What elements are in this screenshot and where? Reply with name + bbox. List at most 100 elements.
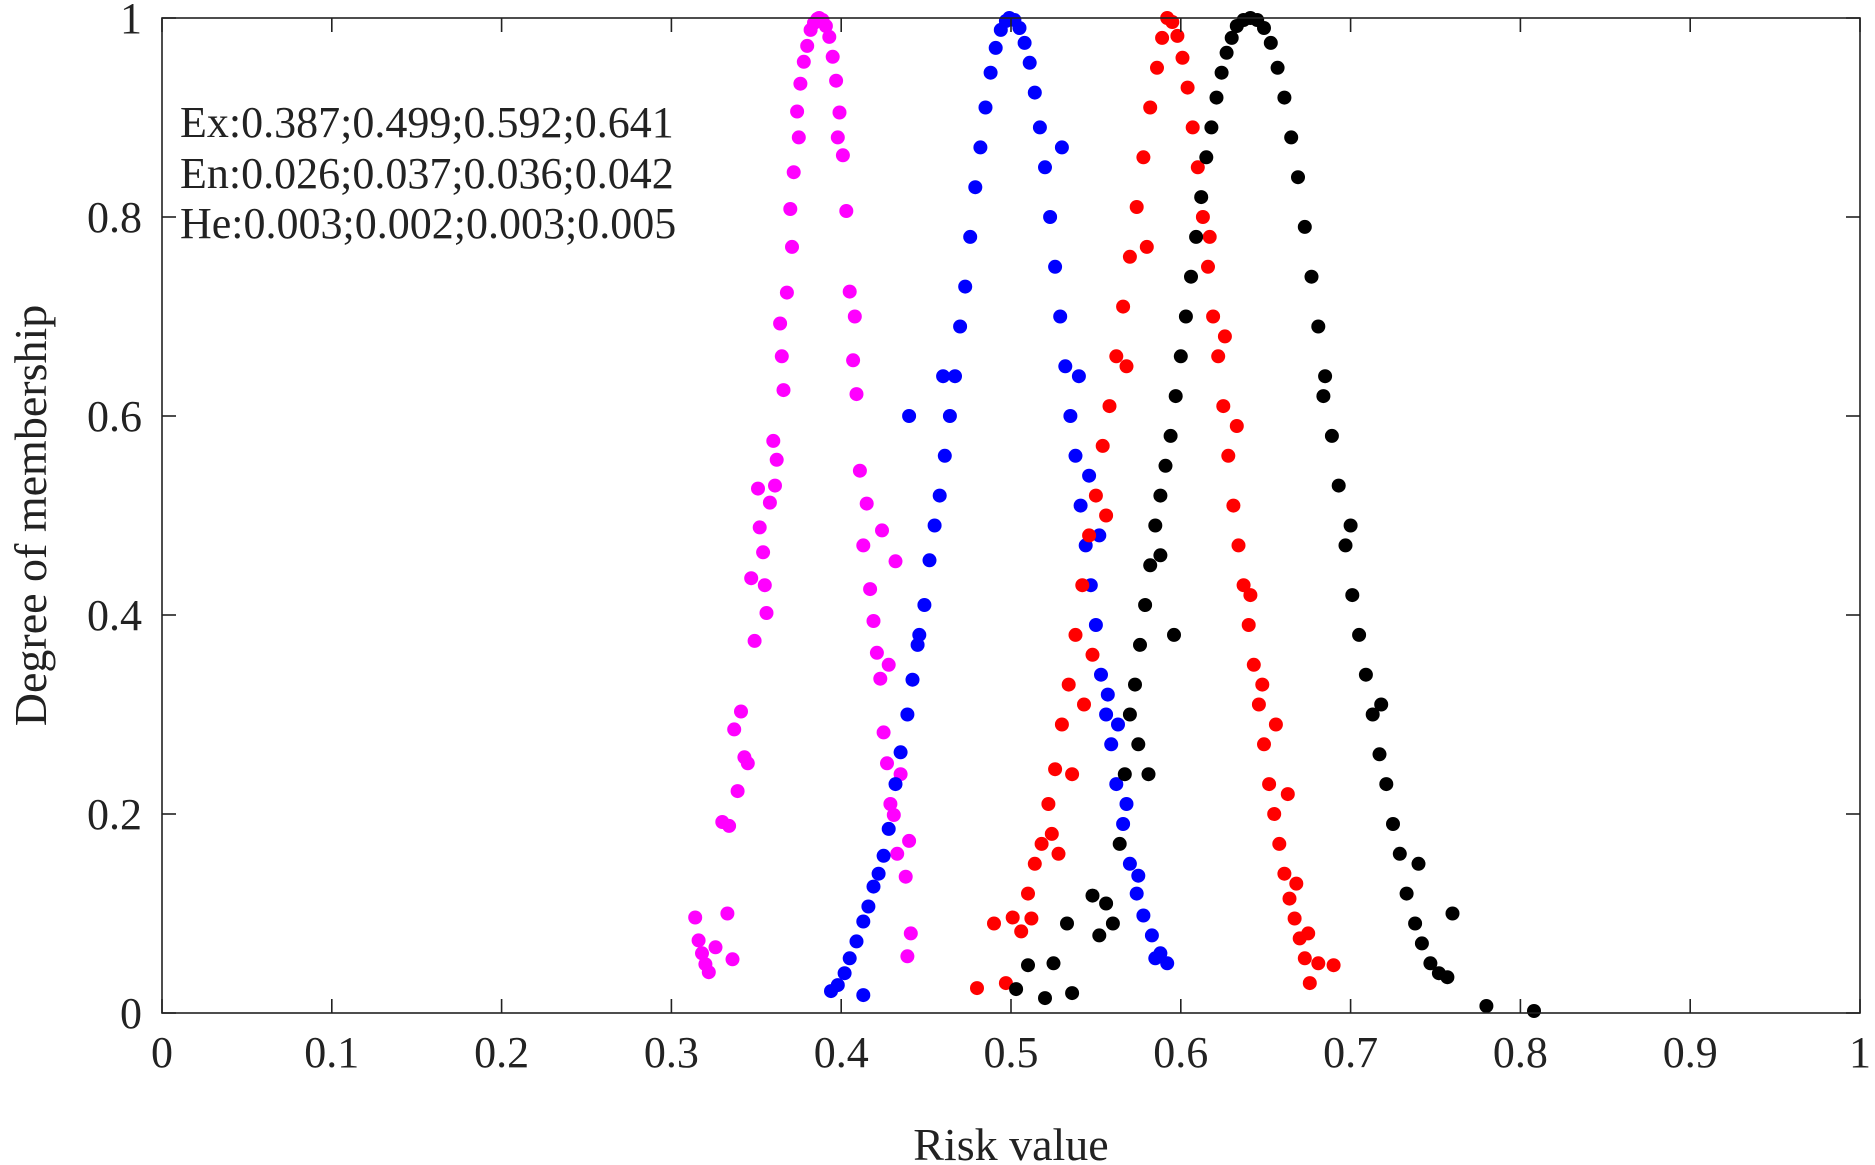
scatter-point: [1331, 478, 1346, 493]
scatter-point: [1061, 677, 1076, 692]
scatter-point: [1301, 926, 1316, 941]
scatter-point: [1129, 886, 1144, 901]
scatter-point: [842, 951, 857, 966]
scatter-point: [1257, 21, 1271, 35]
scatter-point: [1352, 627, 1367, 642]
scatter-point: [1017, 35, 1032, 50]
scatter-point: [1104, 737, 1119, 752]
scatter-point: [1099, 707, 1114, 722]
scatter-point: [978, 100, 993, 115]
scatter-point: [1088, 488, 1103, 503]
scatter-point: [1136, 908, 1151, 923]
scatter-point: [1392, 846, 1407, 861]
scatter-point: [1209, 90, 1224, 105]
scatter-point: [1206, 309, 1221, 324]
scatter-point: [1311, 319, 1326, 334]
scatter-point: [1148, 518, 1163, 533]
scatter-point: [1024, 911, 1039, 926]
scatter-point: [876, 848, 891, 863]
scatter-point: [1131, 737, 1146, 752]
scatter-point: [1088, 618, 1103, 632]
x-tick-label: 0.5: [984, 1028, 1039, 1077]
scatter-point: [1094, 667, 1108, 682]
scatter-point: [983, 65, 998, 80]
scatter-point: [1099, 896, 1114, 911]
scatter-point: [1022, 55, 1037, 70]
scatter-point: [849, 387, 864, 402]
scatter-point: [1527, 1004, 1541, 1018]
scatter-point: [1272, 836, 1287, 851]
scatter-point: [1379, 777, 1394, 792]
scatter-point: [1304, 269, 1319, 284]
scatter-point: [1122, 249, 1137, 264]
hyper-entropy-line: He:0.003;0.002;0.003;0.005: [180, 199, 676, 248]
scatter-point: [1184, 269, 1198, 284]
scatter-point: [1338, 538, 1353, 553]
scatter-point: [818, 19, 833, 33]
scatter-point: [1021, 886, 1035, 901]
scatter-point: [1291, 170, 1305, 185]
scatter-point: [1168, 389, 1183, 404]
entropy-line: En:0.026;0.037;0.036;0.042: [180, 149, 674, 198]
scatter-point: [973, 140, 988, 155]
scatter-point: [1236, 578, 1251, 593]
scatter-point: [1201, 259, 1215, 274]
scatter-point: [883, 797, 898, 811]
scatter-point: [1262, 777, 1277, 792]
scatter-point: [1082, 528, 1097, 543]
expectation-line: Ex:0.387;0.499;0.592;0.641: [180, 98, 674, 147]
scatter-point: [837, 966, 852, 981]
scatter-point: [953, 319, 968, 334]
scatter-point: [1100, 687, 1115, 702]
x-tick-label: 0.7: [1323, 1028, 1378, 1077]
scatter-point: [1267, 807, 1282, 821]
scatter-point: [898, 869, 913, 884]
scatter-point: [1414, 936, 1429, 951]
scatter-point: [869, 645, 884, 660]
scatter-point: [1109, 349, 1124, 364]
scatter-point: [1153, 488, 1168, 503]
scatter-point: [751, 481, 765, 496]
scatter-point: [1214, 65, 1229, 80]
scatter-point: [1189, 229, 1204, 244]
scatter-point: [922, 553, 937, 568]
scatter-point: [1257, 737, 1271, 752]
scatter-point: [881, 821, 896, 836]
scatter-point: [701, 965, 716, 980]
scatter-point: [932, 488, 947, 503]
scatter-point: [912, 627, 927, 642]
scatter-point: [902, 409, 917, 423]
scatter-point: [890, 846, 905, 861]
scatter-point: [832, 105, 847, 120]
scatter-point: [1143, 100, 1158, 115]
scatter-point: [1112, 836, 1127, 851]
scatter-point: [740, 756, 755, 771]
scatter-point: [875, 523, 889, 538]
scatter-point: [1221, 448, 1236, 463]
scatter-point: [1116, 817, 1131, 831]
scatter-point: [1386, 817, 1400, 831]
scatter-point: [1297, 219, 1312, 234]
scatter-point: [902, 833, 917, 848]
scatter-point: [830, 978, 845, 993]
scatter-point: [1173, 349, 1188, 364]
scatter-point: [1073, 498, 1088, 513]
scatter-point: [785, 239, 799, 254]
scatter-point: [852, 463, 867, 478]
scatter-point: [1318, 369, 1333, 384]
scatter-point: [1058, 359, 1073, 374]
scatter-point: [988, 40, 1003, 55]
scatter-point: [1063, 409, 1078, 423]
scatter-point: [1099, 508, 1114, 523]
scatter-point: [1217, 329, 1232, 344]
scatter-point: [1345, 588, 1360, 603]
scatter-point: [1048, 762, 1063, 777]
series-1: [688, 11, 918, 980]
scatter-point: [1282, 891, 1297, 906]
scatter-point: [1034, 836, 1049, 851]
x-tick-label: 1: [1849, 1028, 1871, 1077]
scatter-point: [1270, 60, 1285, 75]
scatter-point: [1092, 928, 1107, 943]
